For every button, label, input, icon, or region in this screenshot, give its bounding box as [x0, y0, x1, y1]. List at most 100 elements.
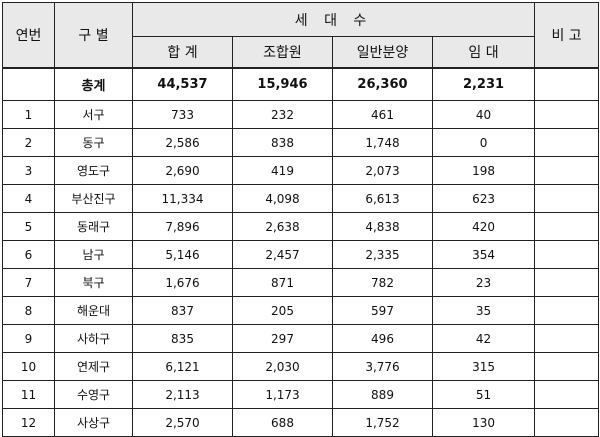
row-general-sale: 4,838: [332, 212, 433, 241]
row-sum: 835: [132, 324, 233, 353]
row-union: 297: [232, 324, 333, 353]
row-remark: [534, 212, 600, 241]
row-rental: 35: [431, 296, 536, 325]
table-row: 7 북구 1,676 871 782 23: [2, 268, 600, 297]
row-sum: 6,121: [132, 352, 233, 381]
row-union: 2,457: [232, 240, 333, 269]
header-sum: 합 계: [132, 36, 233, 69]
row-district: 해운대: [54, 296, 133, 325]
row-district: 동구: [54, 128, 133, 157]
row-rental: 198: [431, 156, 536, 185]
row-remark: [534, 352, 600, 381]
row-rental: 420: [431, 212, 536, 241]
table-row: 8 해운대 837 205 597 35: [2, 296, 600, 325]
row-sum: 2,570: [132, 408, 233, 437]
row-union: 205: [232, 296, 333, 325]
total-no-cell: [2, 67, 55, 101]
row-no: 10: [2, 352, 55, 381]
row-no: 12: [2, 408, 55, 437]
row-general-sale: 496: [332, 324, 433, 353]
header-remark: 비 고: [534, 2, 600, 69]
row-rental: 315: [431, 352, 536, 381]
table-body: 총계 44,537 15,946 26,360 2,231 1 서구 733 232 4…: [2, 67, 600, 437]
header-rental: 임 대: [431, 36, 536, 69]
table-row: 11 수영구 2,113 1,173 889 51: [2, 380, 600, 409]
header-no: 연번: [2, 2, 55, 69]
row-general-sale: 2,335: [332, 240, 433, 269]
table-row: 4 부산진구 11,334 4,098 6,613 623: [2, 184, 600, 213]
row-district: 남구: [54, 240, 133, 269]
row-no: 11: [2, 380, 55, 409]
row-sum: 2,690: [132, 156, 233, 185]
row-no: 8: [2, 296, 55, 325]
row-rental: 23: [431, 268, 536, 297]
row-district: 수영구: [54, 380, 133, 409]
row-no: 2: [2, 128, 55, 157]
total-union: 15,946: [232, 67, 333, 101]
table-row: 5 동래구 7,896 2,638 4,838 420: [2, 212, 600, 241]
row-no: 3: [2, 156, 55, 185]
table-row: 12 사상구 2,570 688 1,752 130: [2, 408, 600, 437]
row-no: 6: [2, 240, 55, 269]
row-sum: 2,586: [132, 128, 233, 157]
row-union: 232: [232, 100, 333, 129]
row-sum: 11,334: [132, 184, 233, 213]
row-rental: 623: [431, 184, 536, 213]
row-rental: 0: [431, 128, 536, 157]
table-row: 3 영도구 2,690 419 2,073 198: [2, 156, 600, 185]
row-district: 동래구: [54, 212, 133, 241]
row-general-sale: 461: [332, 100, 433, 129]
row-union: 871: [232, 268, 333, 297]
row-no: 5: [2, 212, 55, 241]
row-sum: 7,896: [132, 212, 233, 241]
row-district: 북구: [54, 268, 133, 297]
total-rental: 2,231: [431, 67, 536, 101]
row-remark: [534, 100, 600, 129]
row-no: 7: [2, 268, 55, 297]
row-remark: [534, 408, 600, 437]
total-sum: 44,537: [132, 67, 233, 101]
row-rental: 354: [431, 240, 536, 269]
header-district: 구 별: [54, 2, 133, 69]
row-district: 서구: [54, 100, 133, 129]
row-union: 2,030: [232, 352, 333, 381]
row-rental: 51: [431, 380, 536, 409]
row-general-sale: 782: [332, 268, 433, 297]
header-households: 세 대 수: [131, 2, 536, 37]
row-remark: [534, 324, 600, 353]
header-general-sale: 일반분양: [332, 36, 433, 69]
row-general-sale: 889: [332, 380, 433, 409]
row-general-sale: 597: [332, 296, 433, 325]
total-general-sale: 26,360: [332, 67, 433, 101]
row-general-sale: 6,613: [332, 184, 433, 213]
table-row: 1 서구 733 232 461 40: [2, 100, 600, 129]
total-remark: [534, 67, 600, 101]
row-sum: 1,676: [132, 268, 233, 297]
table-row: 10 연제구 6,121 2,030 3,776 315: [2, 352, 600, 381]
row-rental: 130: [431, 408, 536, 437]
row-rental: 40: [431, 100, 536, 129]
row-district: 사상구: [54, 408, 133, 437]
header-union: 조합원: [232, 36, 333, 69]
row-union: 688: [232, 408, 333, 437]
total-label: 총계: [54, 67, 133, 101]
row-remark: [534, 128, 600, 157]
row-union: 419: [232, 156, 333, 185]
row-remark: [534, 184, 600, 213]
row-district: 연제구: [54, 352, 133, 381]
row-district: 사하구: [54, 324, 133, 353]
row-general-sale: 1,748: [332, 128, 433, 157]
row-general-sale: 1,752: [332, 408, 433, 437]
total-row: 총계 44,537 15,946 26,360 2,231: [2, 67, 600, 101]
row-remark: [534, 380, 600, 409]
row-union: 2,638: [232, 212, 333, 241]
row-remark: [534, 240, 600, 269]
row-remark: [534, 296, 600, 325]
row-no: 9: [2, 324, 55, 353]
row-remark: [534, 156, 600, 185]
table-row: 9 사하구 835 297 496 42: [2, 324, 600, 353]
table-row: 2 동구 2,586 838 1,748 0: [2, 128, 600, 157]
row-district: 부산진구: [54, 184, 133, 213]
row-sum: 2,113: [132, 380, 233, 409]
